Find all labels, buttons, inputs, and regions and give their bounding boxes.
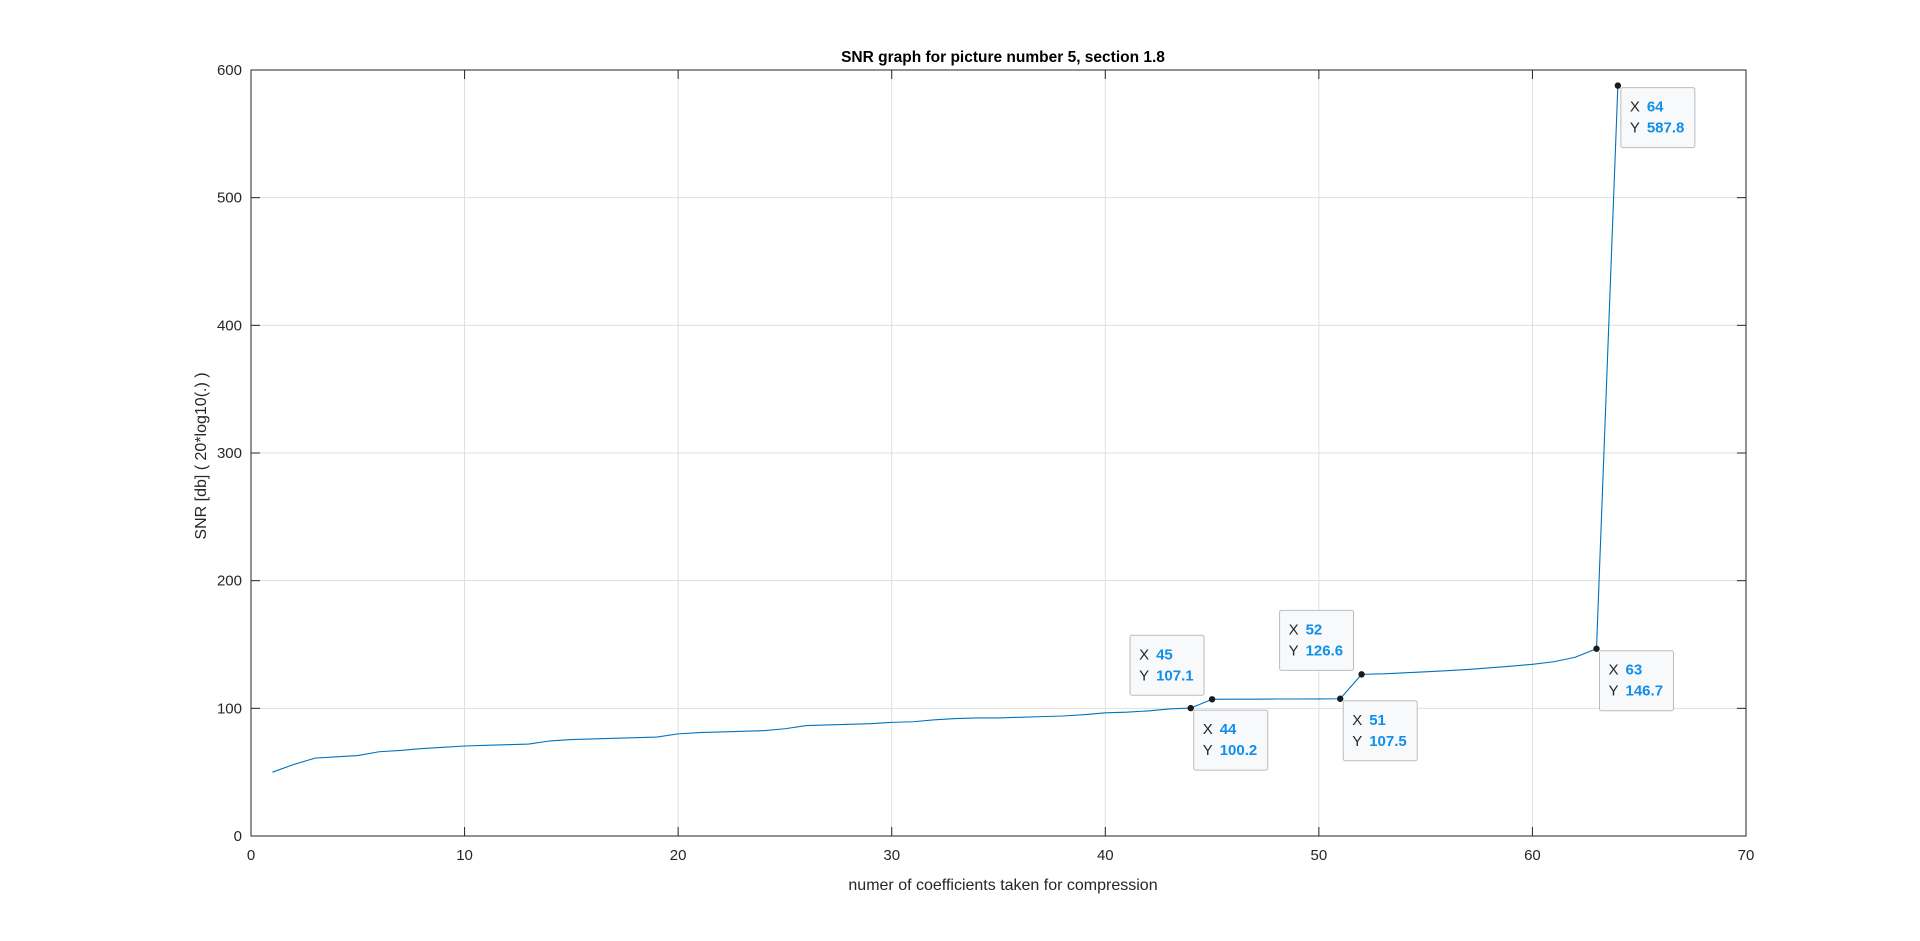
datatip-y-key: Y (1630, 120, 1640, 137)
datatip-box (1599, 650, 1674, 712)
datatip-x-value: 63 (1626, 662, 1643, 679)
datatip-y-key: Y (1289, 642, 1299, 659)
datatip-box (1342, 700, 1418, 762)
datatip-x-value: 51 (1369, 712, 1386, 729)
series-line (272, 85, 1619, 773)
x-tick-label: 50 (1311, 847, 1328, 864)
datatips-layer: X 64 Y 587.8 X 63 Y 146.7 X 52 Y 126.6 X 51 Y 107.5 X 45 Y… (1129, 82, 1696, 771)
datatip-x-key: X (1203, 721, 1213, 738)
grid-layer (251, 70, 1746, 836)
x-tick-label: 10 (456, 847, 473, 864)
x-tick-label: 30 (883, 847, 900, 864)
datatip-box (1193, 709, 1269, 771)
x-tick-label: 70 (1738, 847, 1755, 864)
datatip-x-key: X (1139, 646, 1149, 663)
datatip-box (1620, 87, 1696, 149)
datatip-marker (1614, 82, 1622, 89)
datatip: X 52 Y 126.6 (1279, 609, 1365, 678)
datatip-marker (1187, 704, 1194, 712)
datatip-x-key: X (1352, 712, 1362, 729)
chart-title: SNR graph for picture number 5, section … (841, 49, 1165, 66)
datatip-box (1129, 634, 1205, 696)
y-tick-label: 100 (217, 700, 242, 717)
datatip-y-value: 107.5 (1369, 733, 1407, 750)
ticks-layer: 0 10 20 30 40 50 60 70 0 100 200 300 400 500 600 (217, 62, 1754, 864)
datatip: X 63 Y 146.7 (1593, 645, 1674, 712)
datatip-x-key: X (1289, 621, 1299, 638)
datatip-y-key: Y (1203, 742, 1213, 759)
datatip-x-key: X (1609, 662, 1619, 679)
x-tick-label: 20 (670, 847, 687, 864)
datatip-y-value: 146.7 (1626, 683, 1664, 700)
y-tick-label: 300 (217, 445, 242, 462)
datatip-x-value: 45 (1156, 646, 1173, 663)
datatip-y-value: 100.2 (1220, 742, 1258, 759)
datatip-x-key: X (1630, 99, 1640, 116)
datatip: X 64 Y 587.8 (1614, 82, 1696, 149)
x-tick-label: 60 (1524, 847, 1541, 864)
datatip-box (1279, 609, 1355, 671)
y-axis-label: SNR [db] ( 20*log10(.) ) (193, 372, 210, 539)
datatip-y-key: Y (1139, 667, 1149, 684)
x-tick-label: 40 (1097, 847, 1114, 864)
datatip-y-value: 107.1 (1156, 667, 1194, 684)
y-tick-label: 200 (217, 573, 242, 590)
datatip-marker (1593, 645, 1600, 652)
datatip-marker (1358, 671, 1365, 678)
datatip-x-value: 64 (1647, 99, 1664, 116)
y-tick-label: 400 (217, 317, 242, 334)
datatip-y-value: 126.6 (1306, 642, 1344, 659)
x-tick-label: 0 (247, 847, 255, 864)
datatip-y-key: Y (1609, 683, 1619, 700)
datatip-marker (1337, 695, 1344, 702)
y-tick-label: 0 (234, 828, 242, 845)
datatip-y-value: 587.8 (1647, 120, 1685, 137)
datatip: X 51 Y 107.5 (1337, 695, 1418, 762)
datatip: X 44 Y 100.2 (1187, 704, 1269, 771)
datatip-y-key: Y (1352, 733, 1362, 750)
y-tick-label: 600 (217, 62, 242, 79)
y-tick-label: 500 (217, 190, 242, 207)
datatip: X 45 Y 107.1 (1129, 634, 1216, 703)
datatip-x-value: 52 (1306, 621, 1323, 638)
series-layer (272, 85, 1619, 773)
x-axis-label: numer of coefficients taken for compress… (848, 877, 1157, 894)
datatip-marker (1208, 696, 1216, 703)
datatip-x-value: 44 (1220, 721, 1237, 738)
